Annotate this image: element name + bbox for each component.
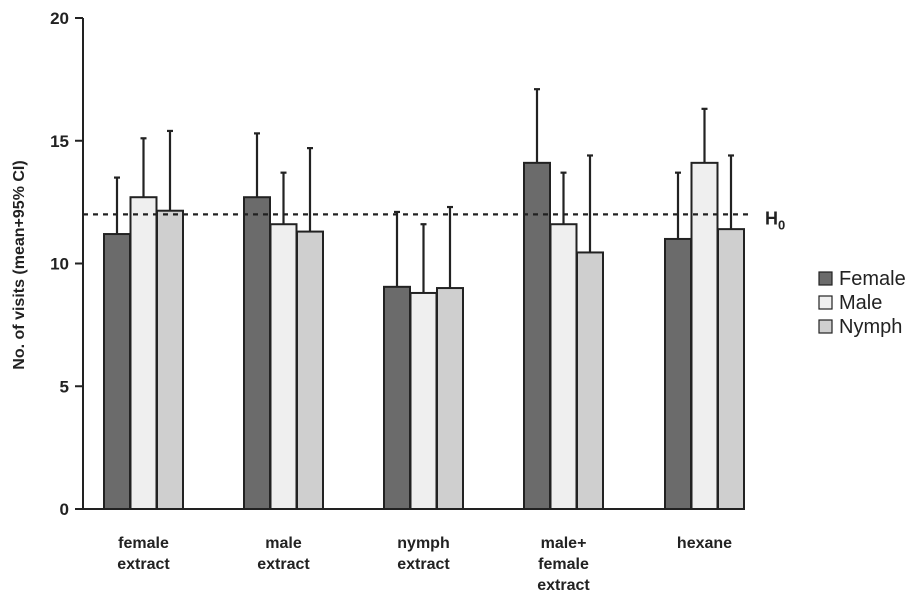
x-category-label: male+ xyxy=(541,535,587,552)
x-category-label: female xyxy=(538,556,589,573)
bar-male-1 xyxy=(129,196,158,510)
legend-label-female: Female xyxy=(839,268,906,290)
bar-male-2 xyxy=(269,223,298,510)
x-category-label: nymph xyxy=(397,535,449,552)
legend-swatch-female xyxy=(818,271,833,286)
bar-nymph-3 xyxy=(436,287,464,510)
x-category-label: extract xyxy=(397,556,450,573)
bar-female-4 xyxy=(523,161,551,510)
bar-nymph-5 xyxy=(717,228,745,510)
x-category-label: extract xyxy=(537,577,590,594)
bar-female-3 xyxy=(383,285,411,511)
bar-nymph-2 xyxy=(296,230,324,511)
reference-line-group: H0 xyxy=(83,208,785,232)
x-category-label: extract xyxy=(257,556,310,573)
x-axis-labels: female extract male extract nymph extract male… xyxy=(117,535,732,594)
bar-nymph-4 xyxy=(576,251,604,510)
bar-female-2 xyxy=(243,196,271,510)
y-tick-label: 0 xyxy=(60,500,69,519)
y-axis-label: No. of visits (mean+95% CI) xyxy=(11,160,28,369)
x-category-label: extract xyxy=(117,556,170,573)
bar-nymph-1 xyxy=(156,209,184,510)
legend-swatch-nymph xyxy=(818,319,833,334)
y-tick-label: 20 xyxy=(50,9,69,28)
legend-swatch-male xyxy=(818,295,833,310)
x-category-label: hexane xyxy=(677,535,732,552)
bar-female-1 xyxy=(103,233,131,510)
y-tick-label: 10 xyxy=(50,255,69,274)
h0-label: H0 xyxy=(765,208,785,232)
bar-male-4 xyxy=(549,223,578,510)
bar-male-3 xyxy=(409,291,438,510)
x-category-label: male xyxy=(265,535,302,552)
legend-label-nymph: Nymph xyxy=(839,316,902,338)
y-tick-label: 5 xyxy=(60,377,69,396)
x-category-label: female xyxy=(118,535,169,552)
error-bars-group xyxy=(114,88,734,293)
bar-female-5 xyxy=(664,237,692,510)
bar-male-5 xyxy=(690,161,719,510)
y-tick-label: 15 xyxy=(50,132,69,151)
y-axis: 0 5 10 15 20 xyxy=(50,9,84,519)
legend-label-male: Male xyxy=(839,292,882,314)
